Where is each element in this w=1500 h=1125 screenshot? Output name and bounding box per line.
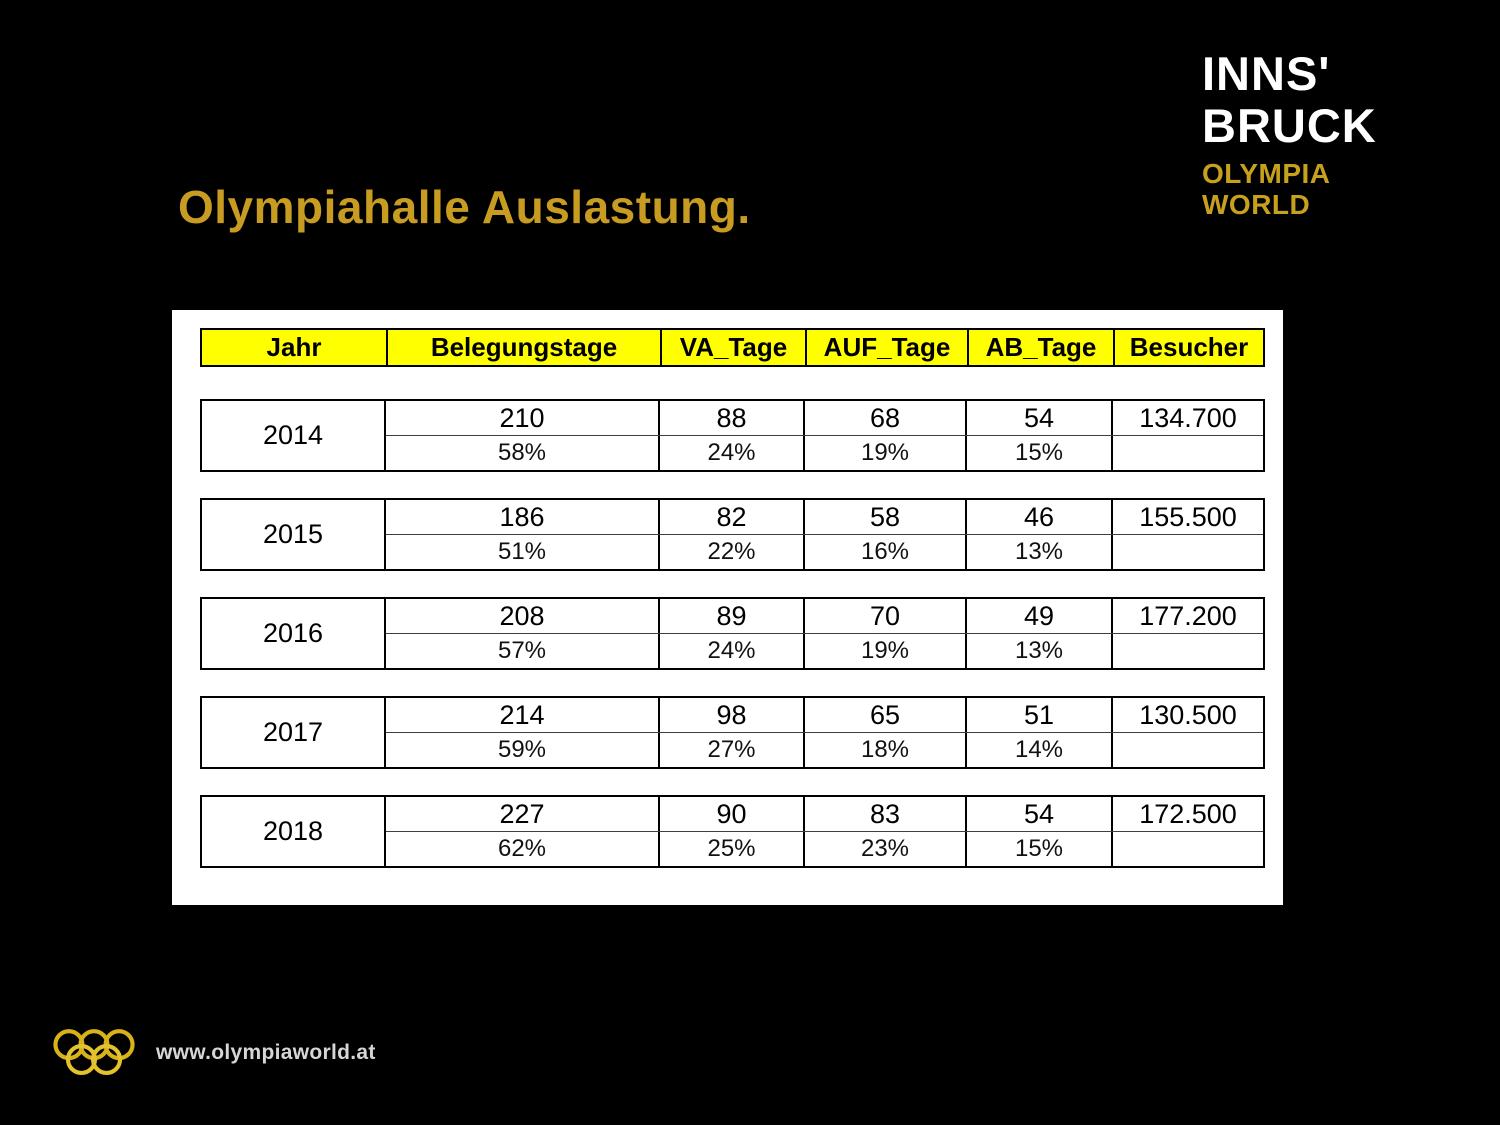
table-row: 2015 186 82 58 46 155.500 51% 22% 16% 13% xyxy=(200,498,1265,571)
value-cell: 82 xyxy=(658,500,803,534)
besucher-empty-cell xyxy=(1111,634,1263,668)
besucher-empty-cell xyxy=(1111,733,1263,767)
year-cell: 2015 xyxy=(202,500,386,569)
page-title: Olympiahalle Auslastung. xyxy=(178,181,751,233)
percent-cell: 25% xyxy=(658,832,803,866)
logo-text-bruck: BRUCK xyxy=(1202,99,1377,152)
percent-cell: 16% xyxy=(803,535,965,569)
row-values-section: 186 82 58 46 155.500 51% 22% 16% 13% xyxy=(386,500,1263,569)
percents-row: 59% 27% 18% 14% xyxy=(386,733,1263,767)
value-cell: 98 xyxy=(658,698,803,732)
value-cell: 89 xyxy=(658,599,803,633)
year-cell: 2014 xyxy=(202,401,386,470)
percent-cell: 59% xyxy=(497,736,547,763)
percent-cell: 22% xyxy=(658,535,803,569)
percent-cell: 24% xyxy=(658,436,803,470)
table-header-row: Jahr Belegungstage VA_Tage AUF_Tage AB_T… xyxy=(200,328,1265,367)
percent-cell: 13% xyxy=(965,535,1111,569)
value-cell: 51 xyxy=(965,698,1111,732)
row-values-section: 227 90 83 54 172.500 62% 25% 23% 15% xyxy=(386,797,1263,866)
values-row: 210 88 68 54 134.700 xyxy=(386,401,1263,436)
percent-cell: 23% xyxy=(803,832,965,866)
value-cell: 46 xyxy=(965,500,1111,534)
besucher-cell: 134.700 xyxy=(1111,401,1263,435)
value-cell: 208 xyxy=(499,600,545,631)
table-row: 2017 214 98 65 51 130.500 59% 27% 18% 14% xyxy=(200,696,1265,769)
besucher-empty-cell xyxy=(1111,535,1263,569)
values-row: 186 82 58 46 155.500 xyxy=(386,500,1263,535)
year-cell: 2018 xyxy=(202,797,386,866)
logo-text-inns: INNS' xyxy=(1202,47,1331,100)
value-cell: 83 xyxy=(803,797,965,831)
percent-cell: 62% xyxy=(497,835,547,862)
row-values-section: 210 88 68 54 134.700 58% 24% 19% 15% xyxy=(386,401,1263,470)
besucher-cell: 177.200 xyxy=(1111,599,1263,633)
values-row: 208 89 70 49 177.200 xyxy=(386,599,1263,634)
percent-cell: 14% xyxy=(965,733,1111,767)
value-cell: 70 xyxy=(803,599,965,633)
percents-row: 51% 22% 16% 13% xyxy=(386,535,1263,569)
besucher-cell: 155.500 xyxy=(1111,500,1263,534)
year-cell: 2016 xyxy=(202,599,386,668)
percent-cell: 51% xyxy=(497,538,547,565)
olympic-rings-icon xyxy=(53,1029,135,1076)
percent-cell: 18% xyxy=(803,733,965,767)
column-header-jahr: Jahr xyxy=(202,330,386,365)
besucher-empty-cell xyxy=(1111,436,1263,470)
column-header-ab-tage: AB_Tage xyxy=(969,330,1113,365)
percent-cell: 58% xyxy=(497,439,547,466)
percent-cell: 24% xyxy=(658,634,803,668)
row-values-section: 208 89 70 49 177.200 57% 24% 19% 13% xyxy=(386,599,1263,668)
value-cell: 54 xyxy=(965,797,1111,831)
values-row: 227 90 83 54 172.500 xyxy=(386,797,1263,832)
value-cell: 214 xyxy=(499,699,545,730)
footer: www.olympiaworld.at xyxy=(50,1026,376,1080)
logo-text-olympia: OLYMPIA xyxy=(1202,158,1331,189)
table-row: 2018 227 90 83 54 172.500 62% 25% 23% 15% xyxy=(200,795,1265,868)
column-header-besucher: Besucher xyxy=(1115,330,1263,365)
table-row: 2016 208 89 70 49 177.200 57% 24% 19% 13% xyxy=(200,597,1265,670)
column-header-auf-tage: AUF_Tage xyxy=(807,330,967,365)
value-cell: 65 xyxy=(803,698,965,732)
percent-cell: 27% xyxy=(658,733,803,767)
website-url: www.olympiaworld.at xyxy=(156,1041,376,1064)
percents-row: 57% 24% 19% 13% xyxy=(386,634,1263,668)
percent-cell: 13% xyxy=(965,634,1111,668)
percent-cell: 15% xyxy=(965,436,1111,470)
column-header-va-tage: VA_Tage xyxy=(662,330,805,365)
table-panel: Jahr Belegungstage VA_Tage AUF_Tage AB_T… xyxy=(172,310,1283,905)
percent-cell: 15% xyxy=(965,832,1111,866)
value-cell: 186 xyxy=(499,501,545,532)
percents-row: 62% 25% 23% 15% xyxy=(386,832,1263,866)
value-cell: 227 xyxy=(499,798,545,829)
row-values-section: 214 98 65 51 130.500 59% 27% 18% 14% xyxy=(386,698,1263,767)
value-cell: 88 xyxy=(658,401,803,435)
innsbruck-olympiaworld-logo: INNS' BRUCK OLYMPIA WORLD xyxy=(1202,47,1377,221)
value-cell: 68 xyxy=(803,401,965,435)
besucher-empty-cell xyxy=(1111,832,1263,866)
values-row: 214 98 65 51 130.500 xyxy=(386,698,1263,733)
percents-row: 58% 24% 19% 15% xyxy=(386,436,1263,470)
value-cell: 54 xyxy=(965,401,1111,435)
value-cell: 58 xyxy=(803,500,965,534)
logo-text-world: WORLD xyxy=(1202,189,1311,220)
percent-cell: 19% xyxy=(803,634,965,668)
percent-cell: 57% xyxy=(497,637,547,664)
value-cell: 90 xyxy=(658,797,803,831)
year-cell: 2017 xyxy=(202,698,386,767)
table-rows: 2014 210 88 68 54 134.700 58% 24% 19% 15% 2015 186 8… xyxy=(172,399,1283,868)
table-row: 2014 210 88 68 54 134.700 58% 24% 19% 15% xyxy=(200,399,1265,472)
percent-cell: 19% xyxy=(803,436,965,470)
besucher-cell: 130.500 xyxy=(1111,698,1263,732)
column-header-belegungstage: Belegungstage xyxy=(388,330,660,365)
besucher-cell: 172.500 xyxy=(1111,797,1263,831)
value-cell: 49 xyxy=(965,599,1111,633)
value-cell: 210 xyxy=(499,402,545,433)
